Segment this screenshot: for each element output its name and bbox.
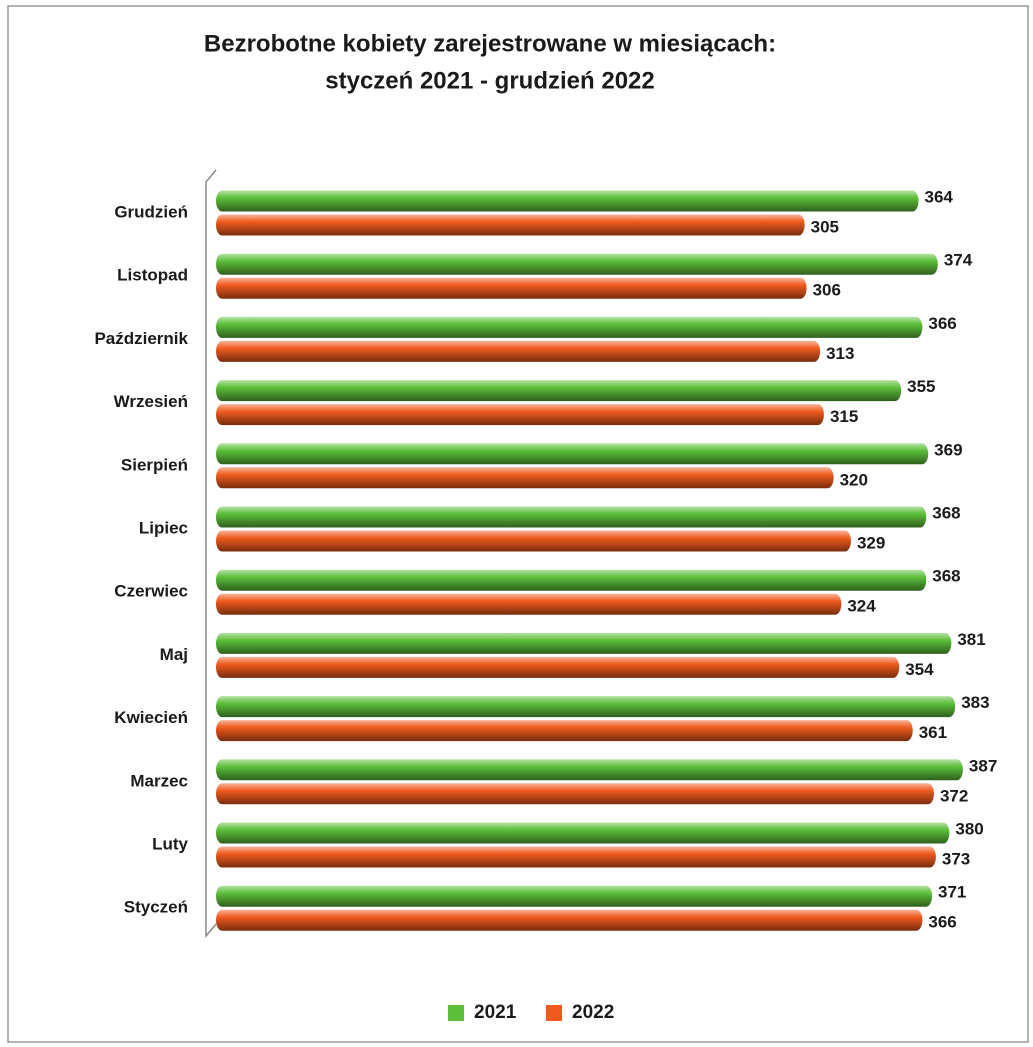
data-label: 305 xyxy=(811,217,839,236)
bar xyxy=(216,340,821,362)
y-tick-label: Styczeń xyxy=(124,898,188,917)
bar xyxy=(216,783,934,805)
bar xyxy=(216,885,933,907)
data-label: 306 xyxy=(813,281,841,300)
y-tick-label: Luty xyxy=(152,834,188,853)
bar xyxy=(216,316,923,338)
data-label: 364 xyxy=(925,187,954,206)
data-label: 372 xyxy=(940,786,968,805)
data-label: 373 xyxy=(942,849,970,868)
legend-swatch xyxy=(448,1005,464,1021)
data-label: 354 xyxy=(905,660,934,679)
data-label: 320 xyxy=(840,470,868,489)
data-label: 329 xyxy=(857,533,885,552)
data-label: 374 xyxy=(944,251,973,270)
data-label: 355 xyxy=(907,377,935,396)
legend-label: 2021 xyxy=(474,1002,517,1023)
data-label: 369 xyxy=(934,440,962,459)
back-wall xyxy=(205,169,217,939)
y-tick-label: Maj xyxy=(160,645,188,664)
data-label: 361 xyxy=(919,723,947,742)
data-label: 381 xyxy=(957,630,985,649)
y-tick-label: Czerwiec xyxy=(114,582,188,601)
y-tick-label: Listopad xyxy=(117,266,188,285)
y-tick-label: Sierpień xyxy=(121,455,188,474)
bar xyxy=(216,443,929,465)
y-tick-label: Wrzesień xyxy=(114,392,188,411)
y-tick-label: Kwiecień xyxy=(114,708,188,727)
data-label: 371 xyxy=(938,883,966,902)
bar xyxy=(216,632,952,654)
data-label: 315 xyxy=(830,407,858,426)
bar xyxy=(216,569,927,591)
bar xyxy=(216,380,902,402)
data-label: 380 xyxy=(955,819,983,838)
data-label: 368 xyxy=(932,567,960,586)
data-label: 368 xyxy=(932,503,960,522)
bar xyxy=(216,277,807,299)
data-label: 387 xyxy=(969,756,997,775)
bar xyxy=(216,696,956,718)
bar xyxy=(216,506,927,528)
bar xyxy=(216,190,919,212)
bar xyxy=(216,214,805,236)
data-label: 366 xyxy=(928,314,956,333)
data-label: 383 xyxy=(961,693,989,712)
bar xyxy=(216,759,963,781)
bar xyxy=(216,253,938,275)
bar xyxy=(216,530,851,552)
chart-title: Bezrobotne kobiety zarejestrowane w mies… xyxy=(204,30,776,57)
chart-title: styczeń 2021 - grudzień 2022 xyxy=(325,67,654,94)
data-label: 366 xyxy=(928,913,956,932)
bar xyxy=(216,720,913,742)
data-label: 313 xyxy=(826,344,854,363)
data-label: 324 xyxy=(847,597,876,616)
bar xyxy=(216,909,923,931)
legend-swatch xyxy=(546,1005,562,1021)
y-tick-label: Lipiec xyxy=(139,518,188,537)
bar xyxy=(216,593,842,615)
bar xyxy=(216,656,900,678)
bar xyxy=(216,467,834,489)
bar xyxy=(216,404,824,426)
bar xyxy=(216,846,936,868)
bar xyxy=(216,822,950,844)
y-tick-label: Grudzień xyxy=(114,202,188,221)
legend-label: 2022 xyxy=(572,1002,614,1023)
y-tick-label: Marzec xyxy=(130,771,188,790)
y-tick-label: Październik xyxy=(94,329,188,348)
